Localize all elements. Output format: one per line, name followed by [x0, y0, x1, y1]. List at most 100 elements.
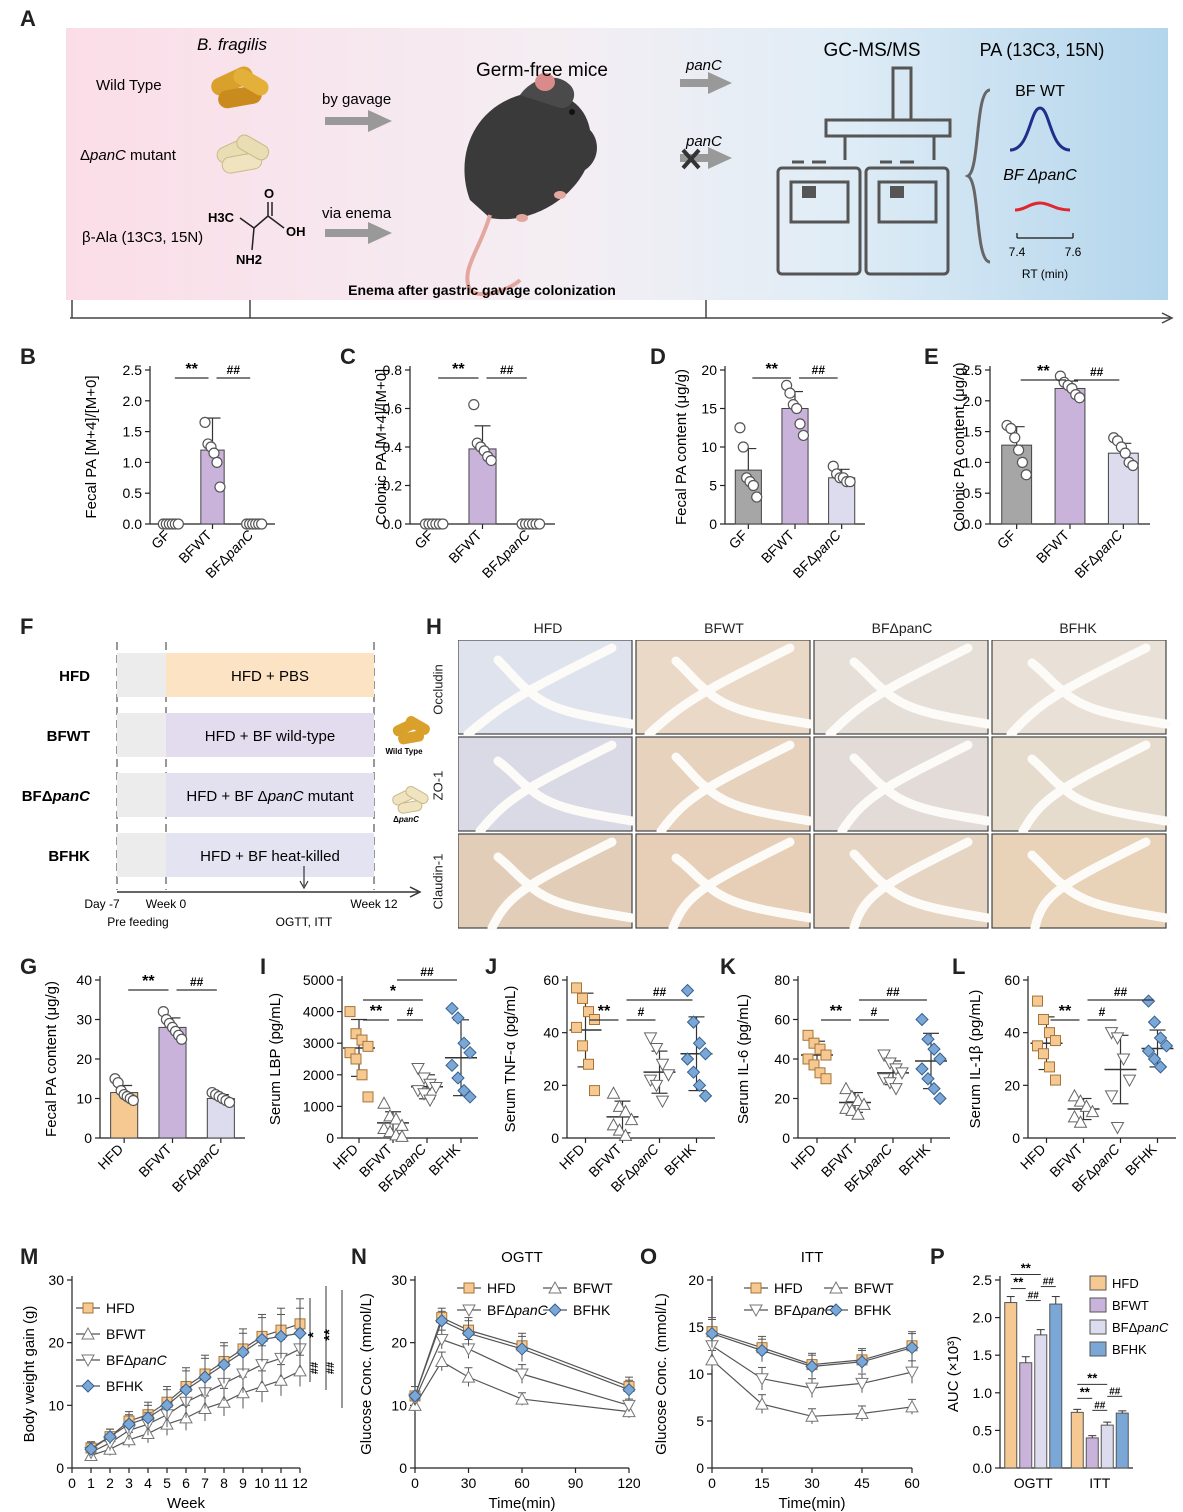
data-point [895, 1067, 909, 1080]
group-label: BFHK [48, 848, 90, 865]
data-point [927, 1081, 941, 1096]
data-point [808, 1037, 820, 1049]
data-point [256, 518, 268, 530]
significance-label: ## [886, 985, 900, 999]
wild-type-bacteria-icon [392, 716, 430, 745]
y-tick-label: 0.5 [123, 485, 143, 501]
data-point [1153, 1060, 1168, 1074]
legend-marker [462, 1304, 476, 1318]
data-point [905, 1399, 919, 1413]
histology-column-bfdpanc: BFΔpanC [871, 620, 933, 636]
data-point [583, 1058, 594, 1070]
data-point [515, 1368, 529, 1382]
x-tick-label: BFHK [1122, 1140, 1160, 1178]
data-point [293, 1363, 307, 1377]
data-point [434, 1334, 449, 1347]
data-point [1116, 1053, 1131, 1067]
legend-marker [829, 1303, 843, 1317]
chart-d: 0 5 10 15 20 Fecal PA content (μg/g) GF BFWTBFΔ… [673, 361, 865, 581]
treatment-label: HFD + PBS [231, 668, 309, 685]
x-tick-label: 11 [274, 1475, 289, 1491]
pa-label: PA (13C3, 15N) [980, 40, 1105, 60]
data-point [851, 1107, 865, 1120]
data-point [198, 1370, 212, 1384]
prefeed-block [117, 833, 166, 877]
x-tick-label: BFWT [175, 526, 215, 566]
data-point [915, 1012, 929, 1027]
y-tick-label: 0.5 [963, 485, 983, 501]
significance-label: ** [1013, 1275, 1024, 1290]
legend-label: BFΔpanC [774, 1302, 836, 1318]
data-point [649, 1079, 664, 1093]
data-point [649, 1042, 664, 1056]
mutant-peak-icon [1014, 201, 1071, 212]
data-point [791, 402, 803, 415]
bf-wt-label: BF WT [1015, 83, 1065, 100]
significance-label: ## [812, 363, 826, 377]
data-point [468, 399, 480, 411]
significance-label: ## [190, 975, 204, 989]
y-tick-label: 40 [76, 972, 92, 988]
y-tick-label: 60 [543, 972, 559, 988]
significance-label: ** [765, 361, 778, 378]
x-tick-label: BFWT [758, 526, 798, 566]
significance-label: # [407, 1005, 414, 1019]
y-tick-label: 0.0 [973, 1460, 993, 1476]
data-point [1020, 469, 1032, 481]
time-axis-arrow [409, 886, 422, 898]
data-point [1012, 444, 1025, 456]
y-tick-label: 0.6 [383, 401, 403, 417]
legend-marker [81, 1326, 95, 1340]
legend-marker [548, 1303, 562, 1317]
data-point [160, 1398, 174, 1413]
significance-label: ## [227, 363, 241, 377]
legend-label: HFD [487, 1280, 516, 1296]
histology-row-claudin1: Claudin-1 [430, 853, 446, 910]
y-axis-label: Fecal PA content (μg/g) [43, 981, 60, 1137]
formula-oh: OH [286, 224, 306, 239]
legend-label: HFD [106, 1300, 135, 1316]
panel-e: E 0.0 0.5 1.0 1.5 2.0 2.5 Colonic PA content (… [890, 340, 1183, 600]
legend-label: HFD [774, 1280, 803, 1296]
legend-label: BFWT [573, 1280, 613, 1296]
y-axis-label: Glucose Conc. (mmol/L) [358, 1293, 375, 1455]
y-tick-label: 0.8 [383, 362, 403, 378]
data-point [624, 1112, 639, 1126]
treatment-block [166, 653, 374, 697]
data-point [122, 1417, 136, 1431]
data-point [463, 1045, 477, 1060]
x-tick-label: 30 [461, 1475, 477, 1491]
significance-label: ** [830, 1003, 843, 1020]
y-axis-label: Fecal PA [M+4]/[M+0] [83, 375, 100, 518]
mutant-label: ΔpanC mutant [80, 147, 177, 164]
legend-marker [548, 1280, 562, 1294]
y-tick-label: 0 [399, 1460, 407, 1476]
significance-label: ** [142, 973, 155, 990]
data-point [350, 1053, 362, 1065]
data-point [618, 1104, 633, 1118]
y-tick-label: 20 [76, 1051, 92, 1067]
y-axis-label: Serum LBP (pg/mL) [267, 993, 284, 1125]
legend-label: BFHK [573, 1302, 611, 1318]
data-point [1153, 1031, 1168, 1045]
lumen [656, 740, 815, 836]
legend-marker [81, 1379, 95, 1393]
data-point [457, 1036, 471, 1050]
data-point [1147, 1052, 1162, 1066]
germ-free-label: Germ-free mice [476, 60, 608, 81]
data-point [855, 1377, 869, 1391]
data-point [1074, 392, 1086, 404]
data-point [274, 1329, 288, 1344]
histology-column-hfd: HFD [533, 620, 563, 636]
data-point [1110, 1032, 1125, 1045]
legend-label: BFWT [106, 1326, 146, 1342]
panel-b: B 0.0 0.5 1.0 1.5 2.0 2.5 Fecal PA [M+4]/[M+0]… [0, 340, 290, 600]
treatment-block [166, 833, 374, 877]
formula-bonds [239, 202, 285, 251]
data-point [734, 422, 746, 434]
histology-row-occludin: Occludin [430, 664, 446, 715]
lumen [644, 643, 815, 739]
legend-marker [750, 1282, 762, 1294]
panel-label-j: J [485, 954, 498, 979]
y-tick-label: 0.2 [383, 478, 403, 494]
